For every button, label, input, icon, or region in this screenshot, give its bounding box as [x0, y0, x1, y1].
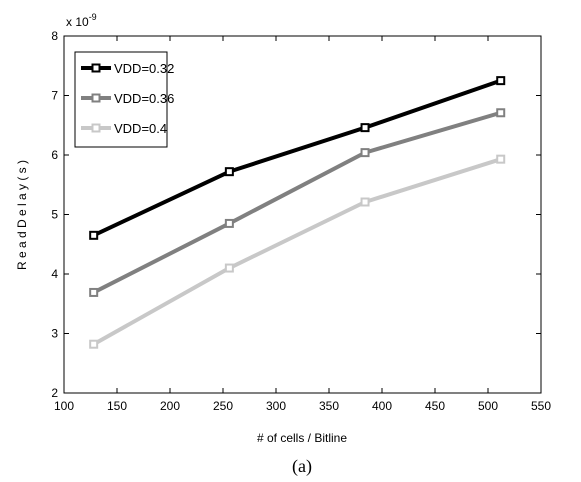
data-point	[89, 230, 99, 240]
data-point	[224, 218, 234, 228]
legend-label: VDD=0.32	[114, 61, 174, 76]
legend-items: VDD=0.32 VDD=0.36 VDD=0.4	[81, 61, 174, 136]
x-tick-label: 100	[54, 399, 74, 413]
y-tick-label: 6	[51, 148, 58, 162]
x-tick-label: 450	[425, 399, 445, 413]
data-point	[89, 287, 99, 297]
y-multiplier: x 10-9	[66, 12, 97, 29]
x-tick-label: 150	[107, 399, 127, 413]
data-point	[496, 108, 506, 118]
legend-marker	[91, 63, 101, 73]
legend-label: VDD=0.36	[114, 91, 174, 106]
x-tick-label: 200	[160, 399, 180, 413]
legend-marker	[91, 123, 101, 133]
series-line	[92, 157, 502, 346]
y-tick-label: 4	[51, 267, 58, 281]
x-tick-label: 300	[266, 399, 286, 413]
series-line	[92, 110, 502, 295]
data-point	[360, 148, 370, 158]
y-tick-label: 2	[51, 386, 58, 400]
legend-label: VDD=0.4	[114, 121, 167, 136]
y-tick-label: 5	[51, 208, 58, 222]
x-tick-label: 400	[372, 399, 392, 413]
figure-caption: (a)	[292, 456, 312, 477]
x-tick-label: 550	[531, 399, 551, 413]
x-tick-label: 500	[478, 399, 498, 413]
x-tick-label: 350	[319, 399, 339, 413]
y-multiplier-exponent: -9	[89, 12, 97, 22]
axis-ticks: 100 150 200 250 300 350 400 450 500 550 2 3 4 5 6 7 8	[51, 29, 551, 413]
data-point	[496, 154, 506, 164]
data-point	[89, 339, 99, 349]
series-line	[92, 78, 502, 238]
data-point	[360, 123, 370, 133]
y-tick-label: 7	[51, 89, 58, 103]
x-axis-label: # of cells / Bitline	[257, 431, 347, 445]
y-tick-label: 3	[51, 327, 58, 341]
x-tick-label: 250	[213, 399, 233, 413]
data-point	[360, 197, 370, 207]
data-series	[89, 76, 506, 349]
y-axis-label: R e a d D e l a y ( s )	[15, 160, 29, 270]
data-point	[224, 167, 234, 177]
data-point	[224, 263, 234, 273]
legend-marker	[91, 93, 101, 103]
legend: VDD=0.32 VDD=0.36 VDD=0.4	[74, 51, 174, 148]
y-tick-label: 8	[51, 29, 58, 43]
data-point	[496, 76, 506, 86]
